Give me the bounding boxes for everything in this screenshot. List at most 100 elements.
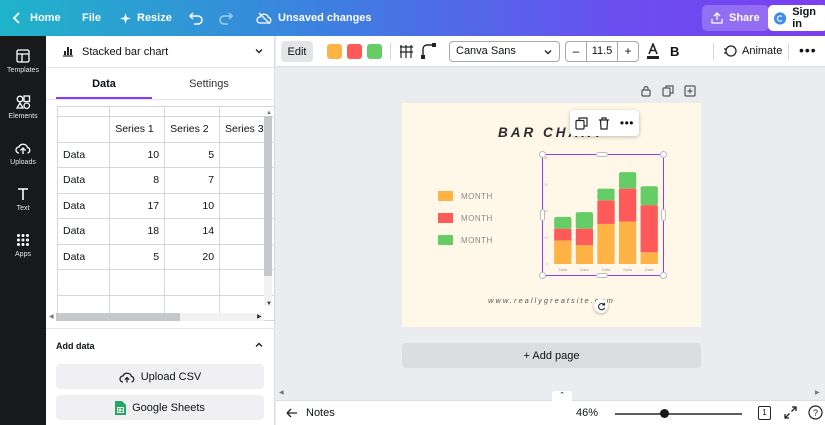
- rail-item-text[interactable]: Text: [0, 182, 46, 222]
- table-header-cell[interactable]: [56, 116, 111, 143]
- tab-data[interactable]: Data: [92, 78, 116, 90]
- resize-button[interactable]: Resize: [120, 0, 172, 36]
- rail-item-elements[interactable]: Elements: [0, 90, 46, 130]
- scroll-down-arrow[interactable]: ▼: [266, 301, 272, 307]
- table-cell[interactable]: [109, 106, 166, 117]
- table-cell[interactable]: [56, 106, 111, 117]
- grid-icon[interactable]: [399, 44, 414, 59]
- home-button[interactable]: Home: [10, 0, 61, 36]
- add-page-button[interactable]: + Add page: [402, 343, 701, 368]
- bar-segment[interactable]: [640, 252, 658, 264]
- zoom-slider[interactable]: [615, 413, 742, 415]
- add-data-heading[interactable]: Add data: [56, 341, 95, 351]
- rotate-handle[interactable]: [594, 299, 608, 313]
- color-swatch[interactable]: [367, 44, 382, 59]
- table-header-cell[interactable]: Series 1: [109, 116, 166, 143]
- page-count-button[interactable]: 1: [758, 406, 771, 420]
- duplicate-page-icon[interactable]: [662, 85, 674, 97]
- share-button[interactable]: Share: [702, 5, 769, 31]
- google-sheets-button[interactable]: Google Sheets: [56, 395, 264, 420]
- resize-handle[interactable]: [660, 151, 667, 158]
- bar-segment[interactable]: [618, 188, 637, 222]
- bar-segment[interactable]: [575, 212, 594, 229]
- chevron-up-icon[interactable]: [254, 340, 264, 350]
- scrollbar-thumb[interactable]: [56, 313, 180, 321]
- redo-button[interactable]: [218, 0, 234, 36]
- table-cell[interactable]: 17: [109, 192, 166, 219]
- upload-csv-button[interactable]: Upload CSV: [56, 364, 264, 389]
- bar-segment[interactable]: [597, 200, 615, 224]
- bar-segment[interactable]: [575, 245, 594, 264]
- table-cell[interactable]: 20: [164, 243, 221, 270]
- table-cell[interactable]: 5: [164, 141, 221, 168]
- table-cell[interactable]: 10: [164, 192, 221, 219]
- table-cell[interactable]: [109, 269, 166, 296]
- increase-font-size-button[interactable]: +: [624, 44, 632, 58]
- table-cell[interactable]: [56, 269, 111, 296]
- table-cell[interactable]: Data: [56, 167, 111, 194]
- stacked-bar-chart[interactable]: 40 30 20 10 0 Data Data Data Data Data: [542, 154, 664, 276]
- fullscreen-icon[interactable]: [784, 406, 797, 419]
- resize-handle[interactable]: [660, 272, 667, 279]
- more-options-button[interactable]: •••: [799, 42, 817, 58]
- scroll-right-arrow[interactable]: ▶: [815, 390, 820, 396]
- help-icon[interactable]: ?: [808, 405, 823, 420]
- design-page[interactable]: BAR CHART MONTH MONTH MONTH 40 30 20 10 0 Dat…: [402, 103, 701, 327]
- scroll-left-arrow[interactable]: ◀: [279, 390, 284, 396]
- table-cell[interactable]: Data: [56, 141, 111, 168]
- add-page-icon[interactable]: [684, 85, 696, 97]
- trash-icon[interactable]: [598, 116, 610, 130]
- lock-icon[interactable]: [640, 85, 652, 97]
- bar-segment[interactable]: [640, 205, 658, 253]
- undo-button[interactable]: [188, 0, 204, 36]
- bar-segment[interactable]: [554, 216, 572, 229]
- table-cell[interactable]: Data: [56, 218, 111, 245]
- legend-item[interactable]: MONTH: [438, 191, 493, 201]
- font-size-input[interactable]: 11.5: [586, 42, 618, 61]
- table-cell[interactable]: 5: [109, 243, 166, 270]
- canvas-horizontal-scrollbar[interactable]: ◀ ▶: [276, 389, 825, 397]
- chart-type-selector[interactable]: Stacked bar chart: [46, 36, 275, 68]
- resize-handle[interactable]: [661, 209, 666, 221]
- notes-button[interactable]: Notes: [286, 407, 335, 419]
- vertical-scrollbar[interactable]: [264, 116, 272, 306]
- bar-segment[interactable]: [618, 172, 637, 189]
- table-cell[interactable]: [164, 106, 221, 117]
- resize-handle[interactable]: [539, 272, 546, 279]
- edit-button[interactable]: Edit: [281, 41, 313, 62]
- rail-item-templates[interactable]: Templates: [0, 44, 46, 84]
- scroll-up-arrow[interactable]: ▲: [266, 110, 272, 116]
- bold-button[interactable]: B: [670, 44, 680, 59]
- more-icon[interactable]: •••: [619, 116, 634, 130]
- bar-segment[interactable]: [618, 221, 637, 264]
- bar-segment[interactable]: [554, 228, 572, 241]
- horizontal-scrollbar[interactable]: [56, 313, 264, 321]
- rail-item-apps[interactable]: Apps: [0, 228, 46, 268]
- resize-handle[interactable]: [539, 151, 546, 158]
- bar-segment[interactable]: [597, 223, 615, 264]
- signin-button[interactable]: Sign in: [768, 5, 825, 31]
- table-cell[interactable]: [219, 106, 275, 117]
- legend-item[interactable]: MONTH: [438, 213, 493, 223]
- zoom-slider-knob[interactable]: [660, 409, 669, 418]
- bar-segment[interactable]: [575, 228, 594, 246]
- bar-segment[interactable]: [554, 240, 572, 264]
- decrease-font-size-button[interactable]: –: [572, 44, 580, 58]
- bar-segment[interactable]: [597, 188, 615, 201]
- chart-title[interactable]: BAR CHART: [498, 125, 605, 140]
- color-swatch[interactable]: [327, 44, 342, 59]
- table-header-cell[interactable]: Series 2: [164, 116, 221, 143]
- legend-item[interactable]: MONTH: [438, 235, 493, 245]
- table-cell[interactable]: 18: [109, 218, 166, 245]
- website-text[interactable]: www.reallygreatsite.com: [488, 296, 615, 305]
- resize-handle[interactable]: [540, 209, 545, 221]
- file-menu[interactable]: File: [82, 12, 101, 24]
- table-cell[interactable]: 8: [109, 167, 166, 194]
- show-pages-toggle[interactable]: ⌃: [552, 391, 572, 401]
- resize-handle[interactable]: [596, 152, 608, 157]
- table-cell[interactable]: 14: [164, 218, 221, 245]
- rail-item-uploads[interactable]: Uploads: [0, 136, 46, 176]
- resize-handle[interactable]: [596, 273, 608, 278]
- tab-settings[interactable]: Settings: [189, 78, 229, 90]
- animate-button[interactable]: Animate: [723, 44, 782, 58]
